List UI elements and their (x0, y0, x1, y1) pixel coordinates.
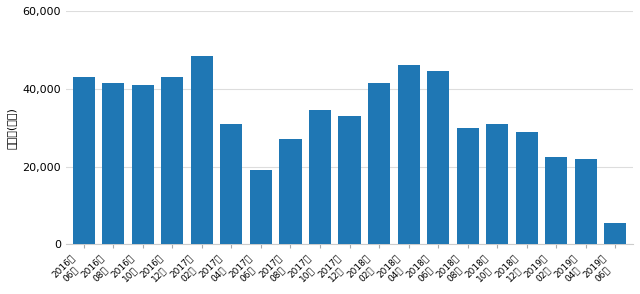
Bar (516, 131, 538, 244)
Bar (309, 110, 331, 244)
Bar (280, 139, 301, 244)
Bar (250, 171, 272, 244)
Bar (191, 56, 213, 244)
Bar (545, 157, 567, 244)
Bar (486, 124, 508, 244)
Bar (456, 128, 479, 244)
Bar (427, 71, 449, 244)
Bar (72, 77, 95, 244)
Bar (161, 77, 184, 244)
Bar (575, 159, 597, 244)
Bar (604, 223, 627, 244)
Bar (397, 65, 420, 244)
Bar (368, 83, 390, 244)
Y-axis label: 거래량(건수): 거래량(건수) (7, 107, 17, 148)
Bar (339, 116, 360, 244)
Bar (220, 124, 243, 244)
Bar (102, 83, 124, 244)
Bar (132, 85, 154, 244)
